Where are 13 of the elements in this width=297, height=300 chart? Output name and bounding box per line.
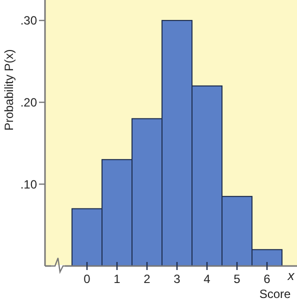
y-tick-label: .30 [20,14,38,28]
y-tick-label: .10 [20,177,38,192]
x-axis-title: Score [259,287,291,300]
x-tick-label: 4 [204,272,211,286]
x-tick-label: 2 [144,272,151,286]
y-tick-label: .20 [20,96,38,110]
x-tick-label: 1 [114,272,121,286]
x-tick-label: 5 [234,272,241,286]
x-tick-label: 6 [264,272,271,286]
text: x [286,268,295,283]
x-tick-label: 0 [84,272,91,286]
y-axis-title: Probability P(x) [2,49,16,131]
x-tick-label: 3 [174,272,181,286]
